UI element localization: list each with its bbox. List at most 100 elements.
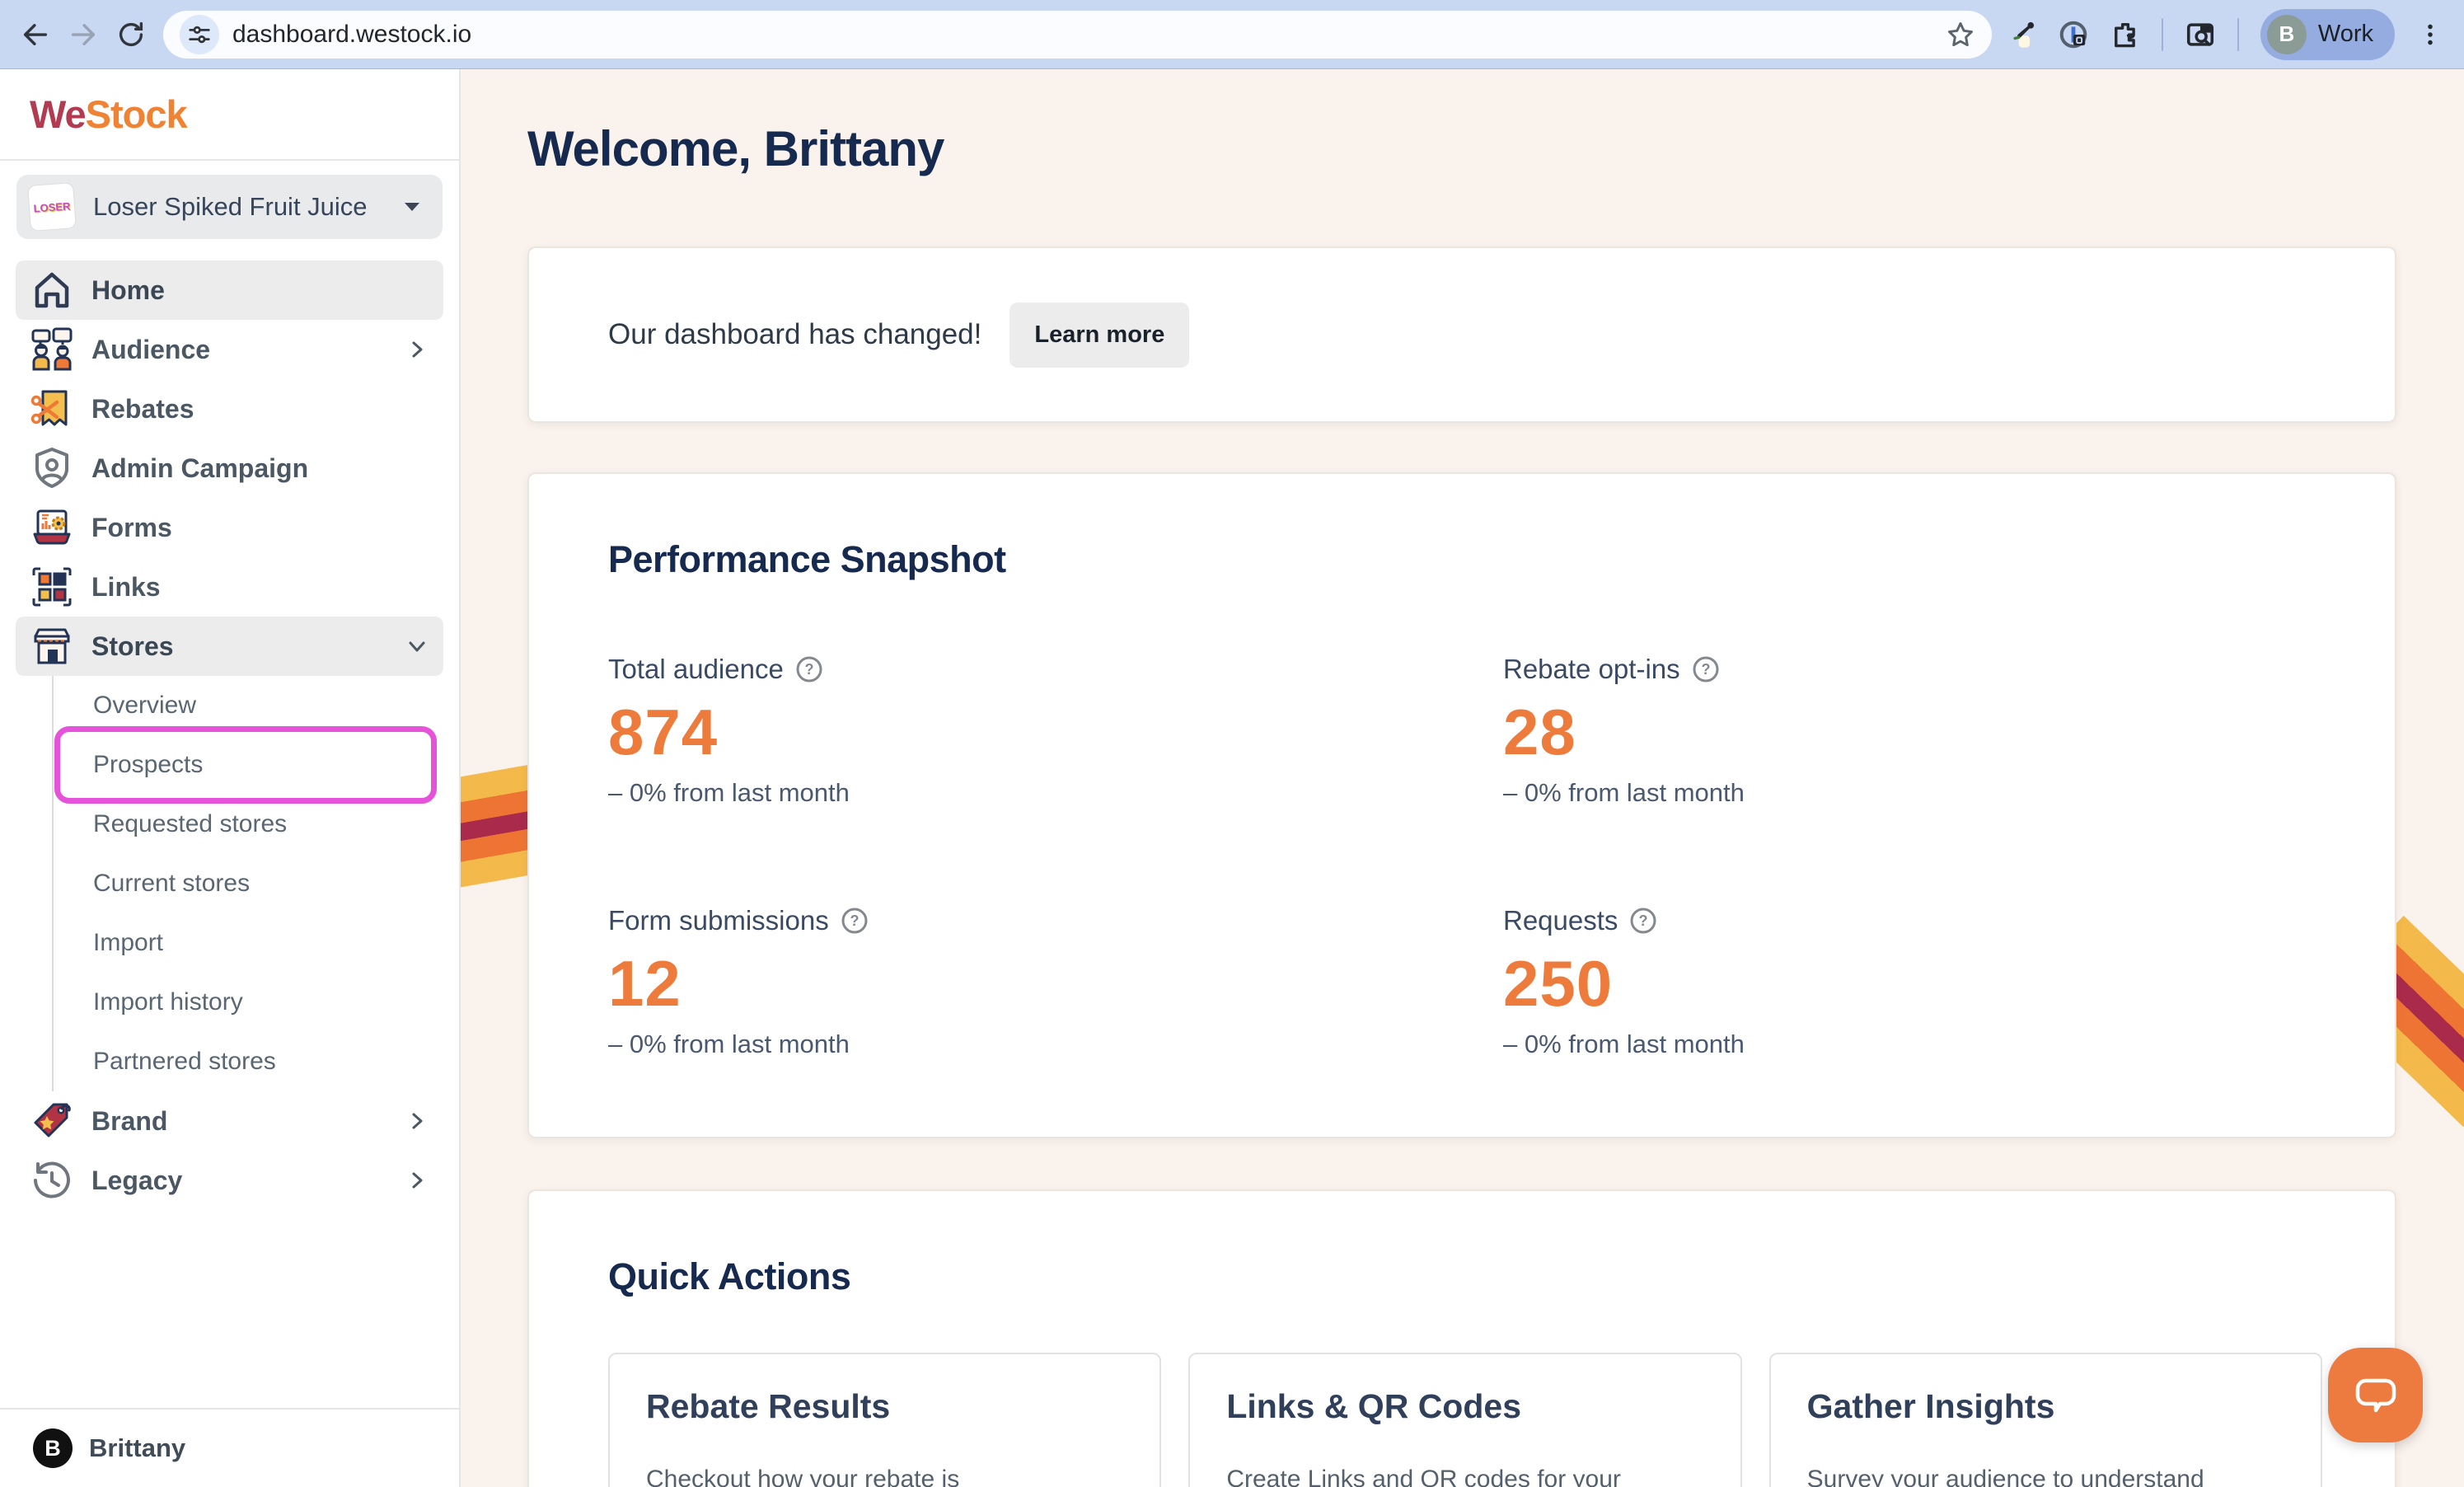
chevron-right-icon bbox=[405, 1109, 429, 1133]
user-name: Brittany bbox=[89, 1433, 186, 1462]
svg-text:?: ? bbox=[1701, 661, 1710, 678]
svg-text:?: ? bbox=[804, 661, 813, 678]
quick-actions-card: Quick Actions Rebate Results Checkout ho… bbox=[527, 1189, 2396, 1487]
submenu-item-import-history[interactable]: Import history bbox=[93, 988, 243, 1016]
metric-form-submissions: Form submissions ? 12 – 0% from last mon… bbox=[608, 905, 1503, 1059]
back-icon bbox=[21, 20, 50, 49]
metric-value: 28 bbox=[1503, 696, 1576, 768]
action-card-links-qr-codes[interactable]: Links & QR Codes Create Links and QR cod… bbox=[1188, 1353, 1742, 1487]
metric-value: 12 bbox=[608, 947, 682, 1020]
page-title: Welcome, Brittany bbox=[527, 121, 944, 176]
metric-delta: – 0% from last month bbox=[608, 1030, 850, 1058]
performance-snapshot-card: Performance Snapshot Total audience ? 87… bbox=[527, 472, 2396, 1138]
admin-campaign-icon bbox=[29, 445, 82, 491]
learn-more-button[interactable]: Learn more bbox=[1009, 302, 1190, 368]
sidebar-item-legacy[interactable]: Legacy bbox=[16, 1151, 443, 1210]
metric-label: Requests bbox=[1503, 905, 1618, 936]
svg-text:?: ? bbox=[850, 912, 859, 929]
star-icon[interactable] bbox=[1946, 20, 1975, 49]
reload-icon bbox=[116, 20, 146, 49]
submenu-item-partnered-stores[interactable]: Partnered stores bbox=[93, 1048, 276, 1075]
metric-total-audience: Total audience ? 874 – 0% from last mont… bbox=[608, 654, 1503, 808]
help-icon[interactable]: ? bbox=[795, 655, 823, 683]
help-icon[interactable]: ? bbox=[1629, 907, 1657, 935]
site-info-icon[interactable] bbox=[180, 14, 219, 54]
action-card-title: Gather Insights bbox=[1806, 1387, 2055, 1425]
sidebar-item-rebates[interactable]: Rebates bbox=[16, 379, 443, 439]
sidebar-item-brand[interactable]: Brand bbox=[16, 1091, 443, 1151]
caret-down-icon bbox=[403, 201, 421, 213]
forward-button[interactable] bbox=[59, 11, 107, 59]
extensions-cluster: B Work bbox=[2007, 8, 2444, 60]
password-manager-icon[interactable] bbox=[2058, 19, 2089, 50]
stores-submenu: Overview Prospects Requested stores Curr… bbox=[52, 676, 459, 1091]
chat-icon bbox=[2351, 1371, 2401, 1420]
metric-delta: – 0% from last month bbox=[608, 778, 850, 807]
submenu-item-prospects[interactable]: Prospects bbox=[93, 751, 204, 778]
sidebar-item-label: Home bbox=[91, 274, 165, 305]
performance-title: Performance Snapshot bbox=[608, 538, 1006, 580]
submenu-item-requested-stores[interactable]: Requested stores bbox=[93, 810, 288, 837]
sidebar-item-audience[interactable]: Audience bbox=[16, 320, 443, 379]
metric-requests: Requests ? 250 – 0% from last month bbox=[1503, 905, 2316, 1059]
logo-part-stock: Stock bbox=[85, 92, 188, 136]
westock-logo: WeStock bbox=[0, 69, 459, 161]
chevron-right-icon bbox=[405, 1169, 429, 1192]
links-icon bbox=[29, 564, 82, 610]
sidebar-item-label: Forms bbox=[91, 512, 172, 542]
chevron-right-icon bbox=[405, 338, 429, 361]
brand-selector[interactable]: LOSER Loser Spiked Fruit Juice bbox=[16, 175, 443, 239]
sidebar: WeStock LOSER Loser Spiked Fruit Juice H… bbox=[0, 69, 461, 1487]
metric-label: Rebate opt-ins bbox=[1503, 654, 1680, 684]
audience-icon bbox=[29, 326, 82, 373]
action-card-description: Create Links and QR codes for your bbox=[1226, 1466, 1621, 1487]
sidebar-item-forms[interactable]: Forms bbox=[16, 498, 443, 557]
metric-delta: – 0% from last month bbox=[1503, 1030, 1745, 1058]
banner-message: Our dashboard has changed! bbox=[608, 318, 982, 350]
sidebar-footer[interactable]: B Brittany bbox=[0, 1408, 459, 1487]
metric-value: 874 bbox=[608, 696, 719, 768]
address-bar[interactable]: dashboard.westock.io bbox=[163, 10, 1992, 59]
main-content: Welcome, Brittany Our dashboard has chan… bbox=[459, 69, 2464, 1487]
sidebar-item-label: Links bbox=[91, 571, 161, 602]
help-icon[interactable]: ? bbox=[841, 907, 869, 935]
page: WeStock LOSER Loser Spiked Fruit Juice H… bbox=[0, 69, 2464, 1487]
sidebar-item-home[interactable]: Home bbox=[16, 260, 443, 320]
sidebar-item-admin-campaign[interactable]: Admin Campaign bbox=[16, 439, 443, 498]
svg-text:?: ? bbox=[1639, 912, 1648, 929]
reload-button[interactable] bbox=[107, 11, 155, 59]
forms-icon bbox=[29, 504, 82, 551]
sidebar-item-label: Legacy bbox=[91, 1165, 183, 1195]
metric-label: Total audience bbox=[608, 654, 784, 684]
action-card-rebate-results[interactable]: Rebate Results Checkout how your rebate … bbox=[608, 1353, 1162, 1487]
browser-toolbar: dashboard.westock.io B Work bbox=[0, 0, 2464, 69]
help-icon[interactable]: ? bbox=[1692, 655, 1720, 683]
profile-label: Work bbox=[2317, 21, 2373, 47]
action-card-gather-insights[interactable]: Gather Insights Survey your audience to … bbox=[1768, 1353, 2322, 1487]
brand-selector-label: Loser Spiked Fruit Juice bbox=[93, 192, 368, 221]
eyedropper-icon[interactable] bbox=[2007, 20, 2036, 49]
quick-actions-grid: Rebate Results Checkout how your rebate … bbox=[608, 1353, 2322, 1487]
menu-kebab-icon[interactable] bbox=[2416, 21, 2444, 49]
action-card-description: Checkout how your rebate is bbox=[646, 1466, 960, 1487]
sidebar-item-label: Brand bbox=[91, 1105, 168, 1136]
forward-icon bbox=[68, 20, 98, 49]
sidebar-item-label: Rebates bbox=[91, 393, 194, 424]
submenu-item-current-stores[interactable]: Current stores bbox=[93, 870, 251, 897]
extensions-icon[interactable] bbox=[2110, 20, 2140, 49]
metric-value: 250 bbox=[1503, 947, 1614, 1020]
sidebar-item-stores[interactable]: Stores bbox=[16, 617, 443, 676]
brand-thumb: LOSER bbox=[27, 182, 77, 232]
sidebar-item-label: Stores bbox=[91, 631, 174, 661]
sidebar-item-label: Admin Campaign bbox=[91, 453, 309, 483]
sidebar-item-links[interactable]: Links bbox=[16, 557, 443, 617]
tab-search-icon[interactable] bbox=[2185, 19, 2216, 50]
metric-label: Form submissions bbox=[608, 905, 829, 936]
browser-profile-chip[interactable]: B Work bbox=[2260, 8, 2395, 60]
rebates-icon bbox=[29, 386, 82, 432]
submenu-item-import[interactable]: Import bbox=[93, 929, 164, 956]
back-button[interactable] bbox=[12, 11, 59, 59]
submenu-item-overview[interactable]: Overview bbox=[93, 692, 197, 719]
chat-launcher-button[interactable] bbox=[2328, 1348, 2423, 1442]
